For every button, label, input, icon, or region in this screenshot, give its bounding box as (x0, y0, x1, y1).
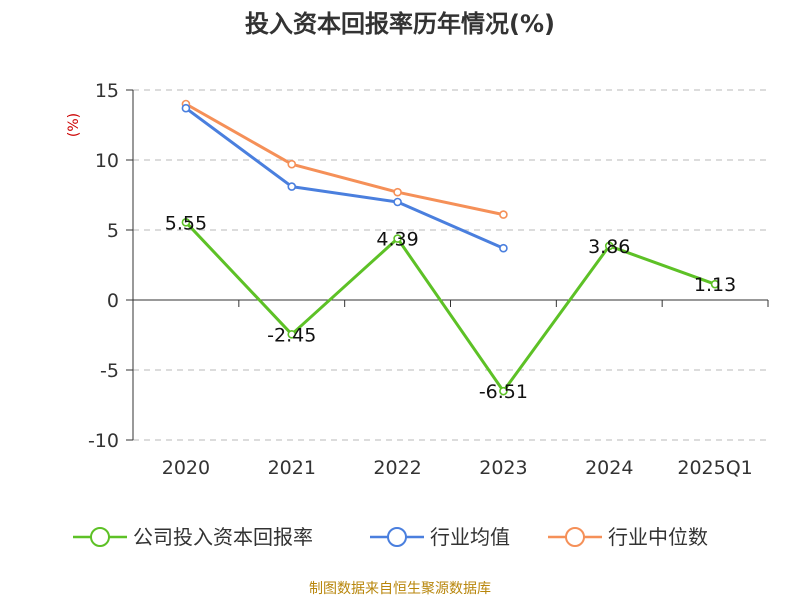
data-point (181, 103, 191, 113)
y-tick-label: 10 (95, 150, 119, 172)
series-line (185, 102, 504, 217)
data-point (710, 279, 720, 289)
data-label: 3.86 (588, 236, 630, 258)
x-tick-labels: 2020 2021 2022 2023 2024 2025Q1 (162, 457, 753, 479)
data-point (499, 210, 508, 219)
legend-marker (565, 527, 585, 547)
series-line (184, 221, 716, 393)
y-tick-label: 0 (107, 290, 119, 312)
data-point (499, 386, 508, 396)
data-point (393, 187, 402, 197)
y-tick-label: 15 (95, 80, 119, 102)
data-point (604, 241, 614, 251)
x-tick-label: 2023 (479, 457, 527, 479)
legend-marker (387, 527, 407, 547)
y-tick-label: -5 (100, 360, 119, 382)
series-group (181, 99, 720, 396)
data-label: -2.45 (267, 324, 316, 346)
data-point (287, 159, 297, 169)
y-tick-label: -10 (88, 430, 119, 452)
gridlines (133, 89, 768, 441)
data-point (287, 182, 297, 191)
data-labels: 5.55 -2.45 4.39 -6.51 3.86 1.13 (165, 212, 736, 403)
legend: 公司投入资本回报率 行业均值 行业中位数 (73, 525, 708, 549)
x-tick-label: 2024 (585, 457, 633, 479)
data-point (393, 234, 402, 243)
x-tick-label: 2022 (373, 457, 421, 479)
y-tick-label: 5 (107, 220, 119, 242)
data-point (499, 243, 508, 253)
data-label: -6.51 (479, 381, 528, 403)
data-point (393, 197, 402, 207)
data-label: 1.13 (694, 274, 736, 296)
x-tick-label: 2025Q1 (677, 457, 752, 479)
legend-label: 行业均值 (430, 525, 510, 549)
source-note: 制图数据来自恒生聚源数据库 (309, 581, 491, 597)
chart-title: 投入资本回报率历年情况(%) (245, 10, 555, 38)
legend-marker (90, 527, 110, 547)
axes (126, 89, 769, 441)
data-point (181, 218, 191, 227)
series-line (185, 106, 505, 250)
x-tick-label: 2021 (268, 457, 316, 479)
data-label: 5.55 (165, 212, 207, 234)
y-tick-labels: 15 10 5 0 -5 -10 (88, 80, 119, 452)
data-point (287, 329, 297, 339)
y-axis-unit: (%) (66, 113, 82, 137)
x-tick-label: 2020 (162, 457, 210, 479)
legend-label: 公司投入资本回报率 (133, 525, 313, 549)
data-label: 4.39 (376, 229, 418, 251)
legend-label: 行业中位数 (608, 525, 708, 549)
